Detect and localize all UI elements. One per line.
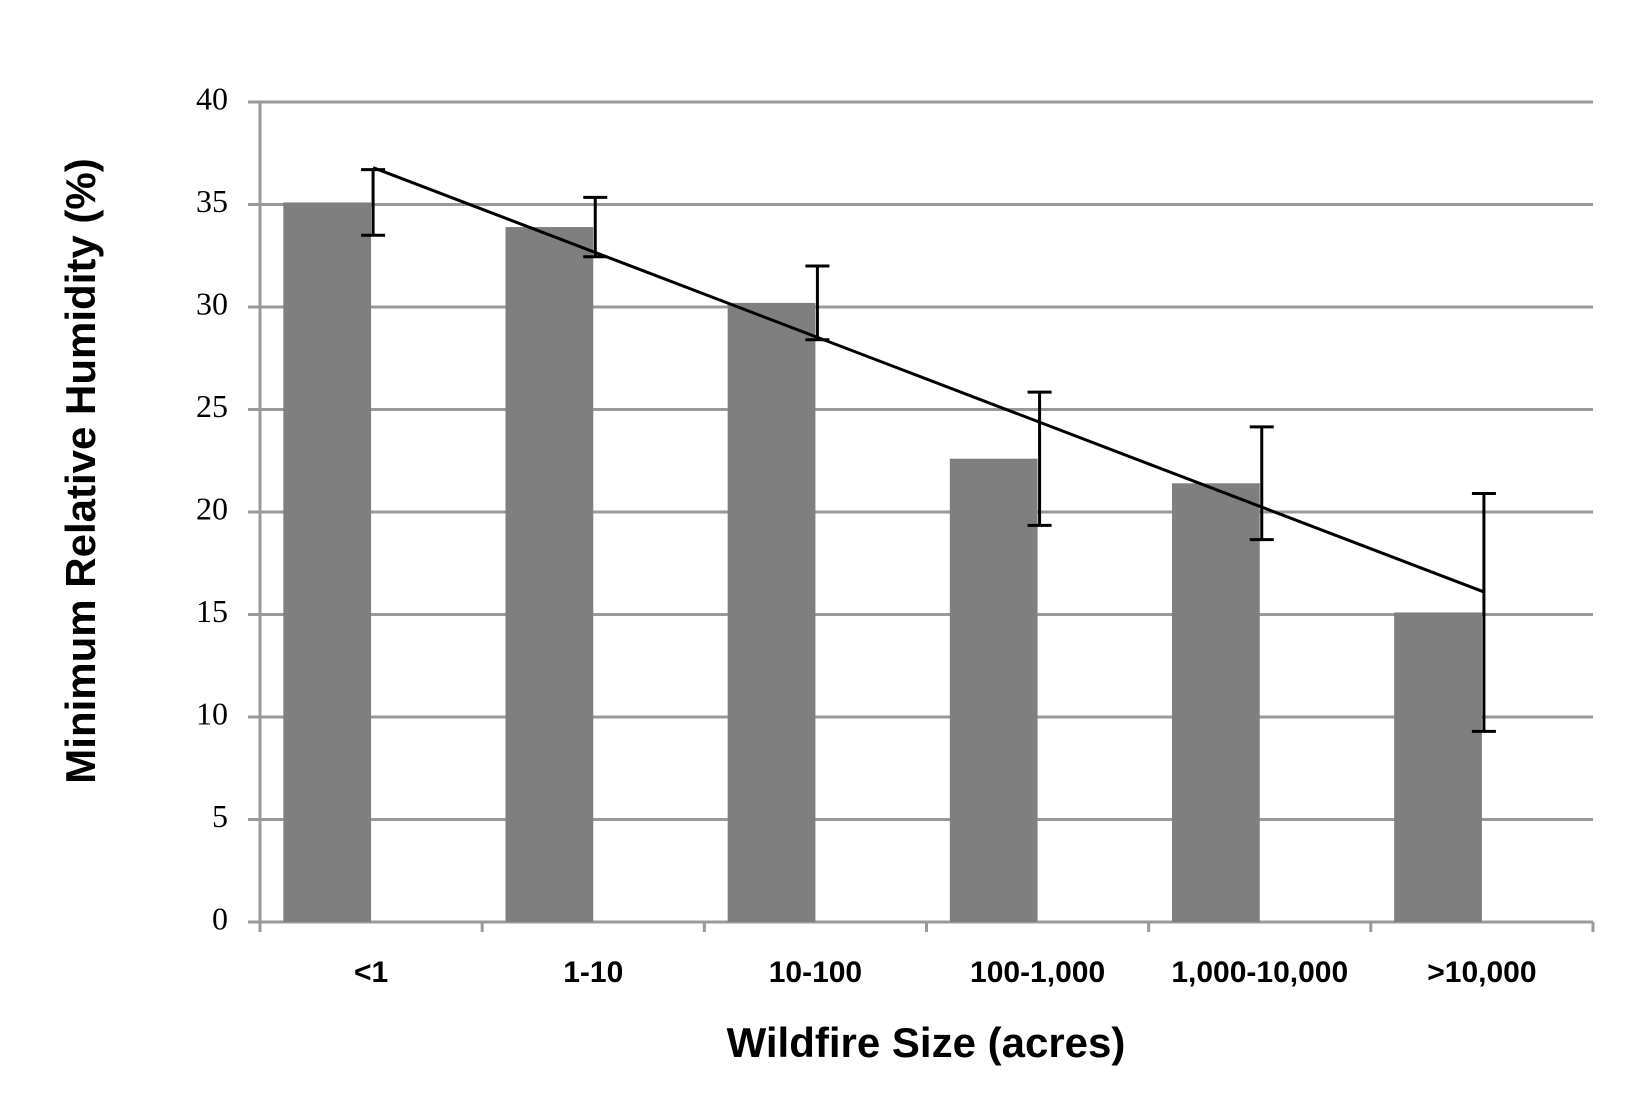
error-bar — [1027, 390, 1052, 527]
y-tick-label: 0 — [212, 900, 228, 936]
bar — [283, 202, 372, 922]
trend-line — [372, 166, 1485, 594]
y-tick-label: 20 — [196, 490, 228, 526]
x-tick-label: 1-10 — [563, 956, 623, 989]
y-tick-label: 5 — [212, 798, 228, 834]
y-axis-title: Minimum Relative Humidity (%) — [57, 158, 104, 783]
y-tick-label: 10 — [196, 695, 228, 731]
x-tick-label: >10,000 — [1427, 956, 1536, 989]
bar — [727, 302, 816, 922]
y-tick-label: 25 — [196, 388, 228, 424]
bar — [505, 227, 594, 923]
bar — [1394, 612, 1482, 922]
x-tick-label: 10-100 — [769, 956, 862, 989]
error-bar — [1471, 492, 1496, 733]
y-tick-label: 15 — [196, 593, 228, 629]
x-tick-label: 1,000-10,000 — [1171, 956, 1348, 989]
y-tick-label: 30 — [196, 285, 228, 321]
y-tick-label: 35 — [196, 183, 228, 219]
x-tick-label: <1 — [354, 956, 388, 989]
bar — [949, 458, 1038, 922]
bar — [1171, 483, 1260, 922]
y-tick-label: 40 — [196, 80, 228, 116]
error-bar — [1249, 425, 1274, 542]
x-tick-label: 100-1,000 — [970, 956, 1105, 989]
x-axis-title: Wildfire Size (acres) — [727, 1019, 1126, 1066]
